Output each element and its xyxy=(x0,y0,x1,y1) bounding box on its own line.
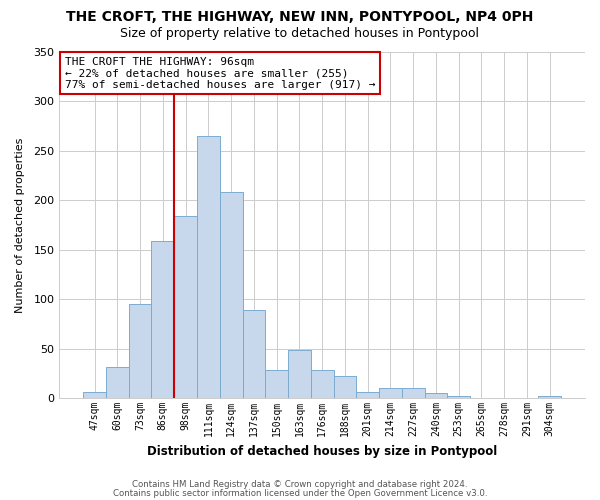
Bar xyxy=(311,370,334,398)
Bar xyxy=(129,304,151,398)
Bar xyxy=(538,396,561,398)
Y-axis label: Number of detached properties: Number of detached properties xyxy=(15,137,25,312)
Text: THE CROFT THE HIGHWAY: 96sqm
← 22% of detached houses are smaller (255)
77% of s: THE CROFT THE HIGHWAY: 96sqm ← 22% of de… xyxy=(65,56,375,90)
Bar xyxy=(448,396,470,398)
Bar xyxy=(356,392,379,398)
Bar xyxy=(151,240,174,398)
Text: Size of property relative to detached houses in Pontypool: Size of property relative to detached ho… xyxy=(121,28,479,40)
Bar xyxy=(174,216,197,398)
Bar xyxy=(220,192,242,398)
Bar xyxy=(265,370,288,398)
X-axis label: Distribution of detached houses by size in Pontypool: Distribution of detached houses by size … xyxy=(147,444,497,458)
Bar xyxy=(242,310,265,398)
Bar xyxy=(197,136,220,398)
Bar xyxy=(334,376,356,398)
Bar xyxy=(288,350,311,398)
Bar xyxy=(402,388,425,398)
Text: Contains HM Land Registry data © Crown copyright and database right 2024.: Contains HM Land Registry data © Crown c… xyxy=(132,480,468,489)
Bar xyxy=(379,388,402,398)
Bar xyxy=(106,368,129,398)
Text: THE CROFT, THE HIGHWAY, NEW INN, PONTYPOOL, NP4 0PH: THE CROFT, THE HIGHWAY, NEW INN, PONTYPO… xyxy=(67,10,533,24)
Bar xyxy=(83,392,106,398)
Bar xyxy=(425,393,448,398)
Text: Contains public sector information licensed under the Open Government Licence v3: Contains public sector information licen… xyxy=(113,489,487,498)
